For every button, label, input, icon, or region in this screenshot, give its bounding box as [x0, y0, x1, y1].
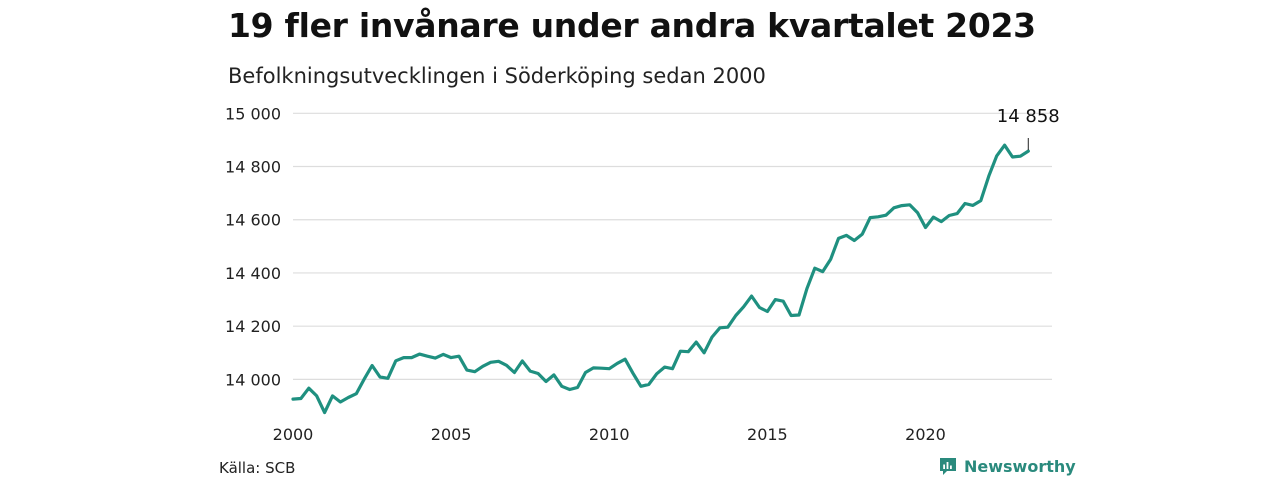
y-tick-label: 14 400	[225, 264, 281, 283]
x-tick-label: 2005	[431, 425, 472, 444]
y-tick-label: 14 800	[225, 158, 281, 177]
brand-name: Newsworthy	[964, 456, 1076, 476]
y-tick-label: 14 200	[225, 317, 281, 336]
line-chart: 14 000 14 200 14 400 14 600 14 800 15 000 200…	[225, 104, 1060, 444]
chart-subtitle: Befolkningsutvecklingen i Söderköping se…	[228, 64, 766, 88]
x-tick-label: 2020	[905, 425, 946, 444]
x-tick-label: 2010	[589, 425, 630, 444]
series-layer	[291, 143, 1030, 415]
annotation-label: 14 858	[997, 106, 1060, 127]
brand-logo[interactable]: Newsworthy	[938, 456, 1076, 476]
series-line	[291, 143, 1030, 415]
newsworthy-icon	[940, 458, 956, 475]
x-tick-label: 2015	[747, 425, 788, 444]
chart-title: 19 fler invånare under andra kvartalet 2…	[228, 6, 1036, 45]
y-tick-label: 14 600	[225, 211, 281, 230]
y-tick-label: 14 000	[225, 370, 281, 389]
source-note: Källa: SCB	[219, 459, 296, 477]
y-tick-label: 15 000	[225, 104, 281, 123]
x-axis-tick-labels: 2000 2005 2010 2015 2020	[273, 425, 946, 444]
annotation-layer: 14 858	[997, 106, 1060, 150]
gridlines	[293, 112, 1052, 380]
y-axis-tick-labels: 14 000 14 200 14 400 14 600 14 800 15 000	[225, 104, 281, 389]
x-tick-label: 2000	[273, 425, 314, 444]
